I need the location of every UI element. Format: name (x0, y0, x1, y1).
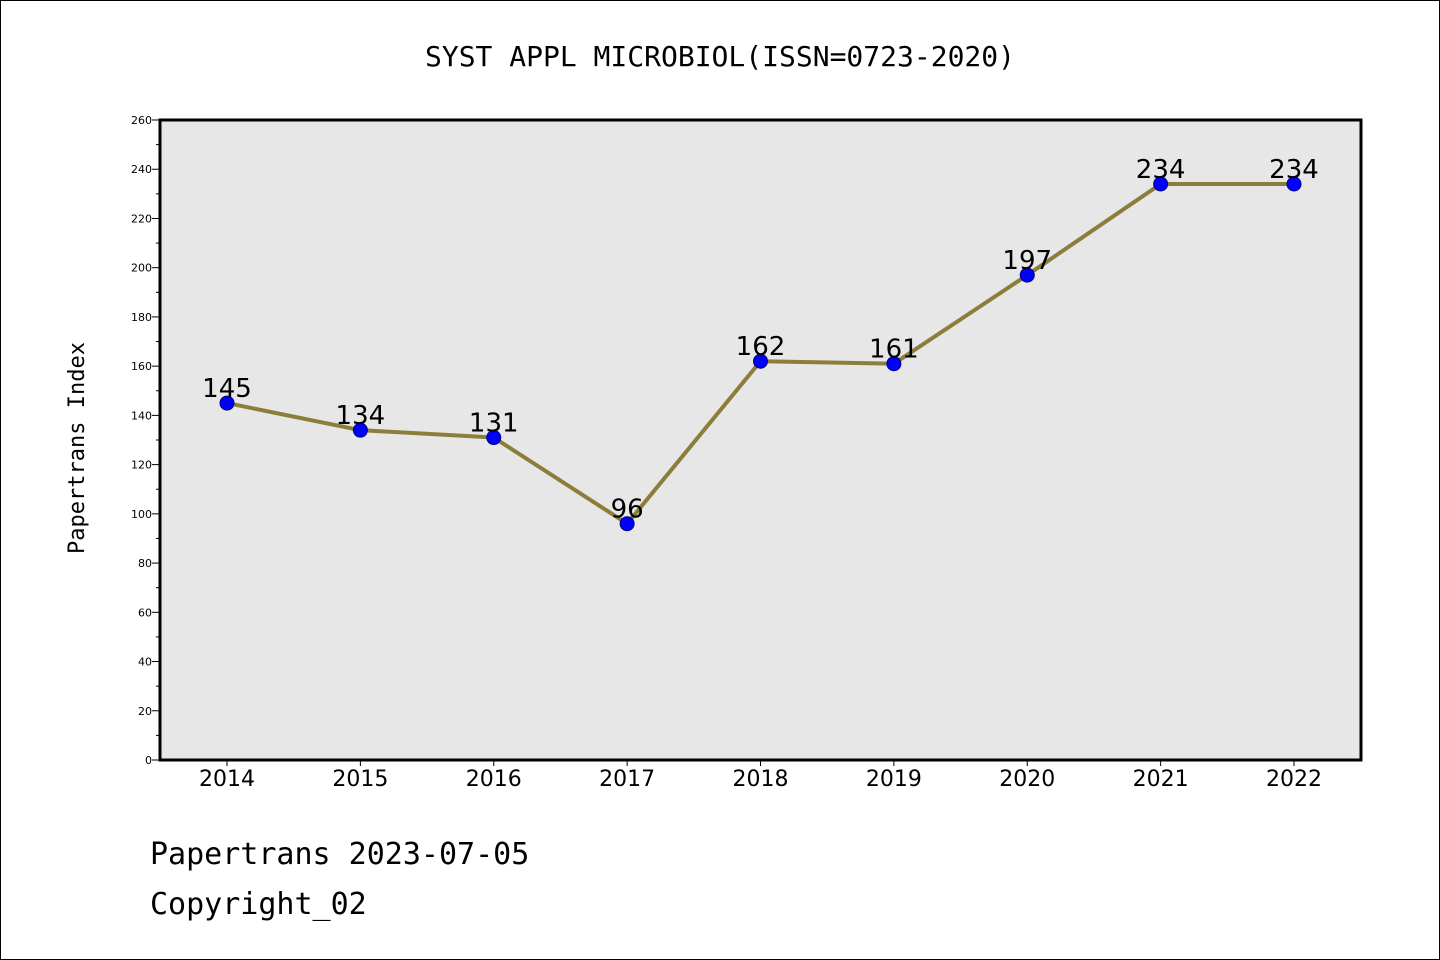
y-tick-label: 240 (131, 163, 152, 176)
data-label: 96 (611, 495, 644, 525)
y-tick-label: 60 (138, 606, 152, 619)
data-point (1286, 176, 1302, 192)
data-point (619, 516, 635, 532)
y-tick-label: 20 (138, 705, 152, 718)
data-point (886, 356, 902, 372)
y-tick-label: 260 (131, 114, 152, 127)
data-labels: 145 134 131 96 162 161 197 234 234 (202, 155, 1319, 525)
y-tick-label: 120 (131, 459, 152, 472)
y-tick-label: 40 (138, 656, 152, 669)
data-label: 197 (1002, 246, 1052, 276)
y-tick-label: 200 (131, 262, 152, 275)
data-label: 162 (736, 332, 786, 362)
plot-area (160, 120, 1361, 760)
y-axis-label: Papertrans Index (65, 342, 90, 554)
data-label: 131 (469, 409, 519, 439)
x-tick-label: 2021 (1133, 767, 1189, 792)
data-label: 234 (1136, 155, 1186, 185)
x-tick-label: 2019 (866, 767, 922, 792)
chart-title: SYST APPL MICROBIOL(ISSN=0723-2020) (425, 40, 1015, 73)
x-tick-label: 2015 (332, 767, 388, 792)
data-point (753, 353, 768, 369)
data-point (352, 422, 368, 438)
x-tick-label: 2018 (733, 767, 789, 792)
x-tick-label: 2016 (466, 767, 522, 792)
x-tick-label: 2017 (599, 767, 655, 792)
y-tick-label: 0 (145, 754, 152, 767)
data-point (1019, 267, 1035, 283)
footer-copyright: Copyright_02 (150, 887, 367, 922)
data-label: 134 (336, 401, 386, 431)
data-points (219, 176, 1302, 532)
y-tick-label: 180 (131, 311, 152, 324)
y-axis-ticks: 0 20 40 60 80 100 120 140 160 180 200 220 240 260 (131, 114, 160, 767)
y-tick-label: 160 (131, 360, 152, 373)
y-tick-label: 100 (131, 508, 152, 521)
y-tick-label: 140 (131, 409, 152, 422)
data-label: 161 (869, 335, 919, 365)
x-tick-label: 2020 (999, 767, 1055, 792)
x-tick-label: 2022 (1266, 767, 1322, 792)
plot-border (158, 118, 1363, 762)
data-label: 145 (202, 374, 252, 404)
footer-source-line: Papertrans 2023-07-05 (150, 837, 529, 872)
data-point (1153, 176, 1169, 192)
data-label: 234 (1269, 155, 1319, 185)
x-tick-label: 2014 (199, 767, 255, 792)
y-tick-label: 220 (131, 212, 152, 225)
data-point (219, 395, 235, 411)
y-tick-label: 80 (138, 557, 152, 570)
x-axis-ticks: 2014 2015 2016 2017 2018 2019 2020 2021 2022 (199, 760, 1322, 792)
data-point (486, 430, 502, 446)
